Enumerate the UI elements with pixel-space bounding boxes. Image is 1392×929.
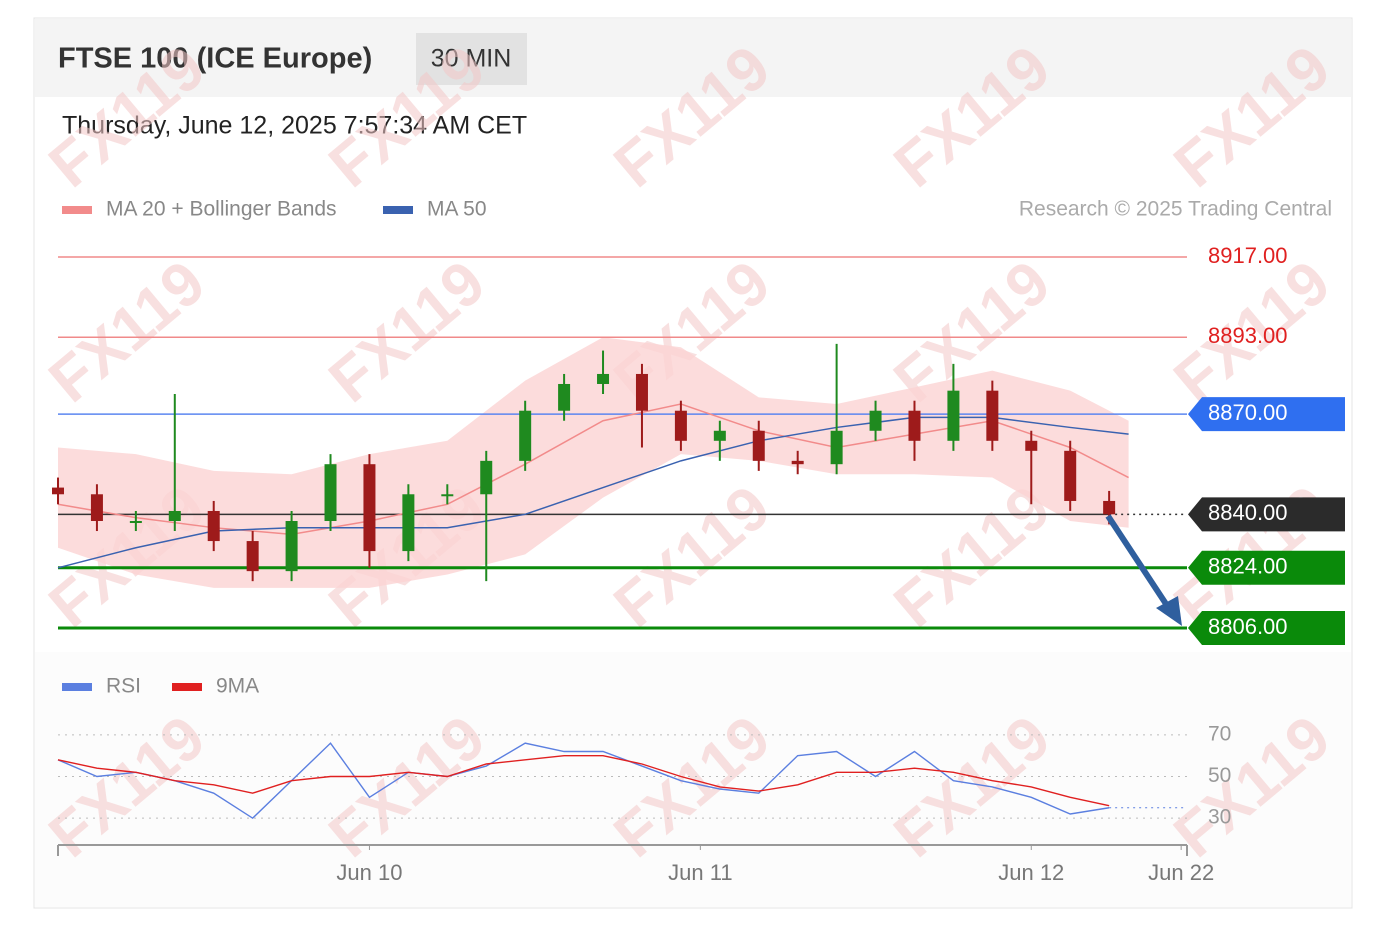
legend-swatch — [62, 683, 92, 691]
bollinger-band — [58, 337, 1129, 588]
candle-body — [986, 390, 999, 441]
forecast-arrowhead — [1156, 596, 1182, 626]
candle-body — [1025, 440, 1038, 451]
level-label: 8893.00 — [1208, 323, 1288, 348]
level-label: 8824.00 — [1208, 554, 1288, 579]
candle-body — [791, 460, 804, 465]
candle-body — [947, 390, 960, 441]
candle-body — [713, 430, 726, 441]
level-box — [1188, 397, 1345, 432]
x-tick-label: Jun 22 — [1148, 860, 1214, 885]
x-tick-label: Jun 11 — [668, 860, 732, 885]
timeframe: 30 MIN — [431, 45, 512, 73]
candle-body — [635, 373, 648, 411]
legend-swatch — [383, 206, 413, 214]
candle-body — [480, 460, 493, 495]
candle-body — [1064, 450, 1077, 501]
candle-body — [752, 430, 765, 461]
candle-body — [246, 541, 259, 572]
candle-body — [1103, 500, 1116, 515]
candle-body — [519, 410, 532, 461]
legend-swatch — [172, 683, 202, 691]
candle-body — [324, 464, 337, 522]
y-tick-label: 30 — [1208, 806, 1231, 829]
rsi-line — [57, 754, 1110, 807]
y-tick-label: 50 — [1208, 764, 1231, 787]
candle-body — [402, 494, 415, 552]
candle-body — [207, 510, 220, 542]
legend-label: MA 50 — [427, 198, 487, 221]
rsi-line — [57, 742, 1110, 820]
level-label: 8870.00 — [1208, 400, 1288, 425]
level-box — [1188, 610, 1345, 645]
legend-label: 9MA — [216, 675, 259, 698]
plot: MA 20 + Bollinger Bands MA 50 8917.00 8893.… — [52, 198, 1345, 885]
level-label: 8806.00 — [1208, 614, 1288, 639]
level-box — [1188, 550, 1345, 585]
header — [35, 19, 1351, 97]
candle-body — [52, 487, 64, 495]
credit: Research © 2025 Trading Central — [1019, 198, 1332, 221]
candle-body — [168, 510, 181, 522]
title: FTSE 100 (ICE Europe) — [58, 43, 372, 75]
level-box — [1188, 497, 1345, 532]
candle-body — [558, 383, 571, 411]
legend-swatch — [62, 206, 92, 214]
legend-label: MA 20 + Bollinger Bands — [106, 198, 337, 221]
level-label: 8917.00 — [1208, 243, 1288, 268]
candle-body — [674, 410, 687, 441]
candle-body — [90, 494, 103, 522]
candle-body — [363, 464, 376, 552]
candle-body — [441, 494, 454, 497]
y-tick-label: 70 — [1208, 722, 1231, 745]
level-label: 8840.00 — [1208, 500, 1288, 525]
candle-body — [285, 521, 298, 572]
legend-label: RSI — [106, 675, 141, 698]
x-tick-label: Jun 10 — [336, 860, 402, 885]
ma-line — [57, 416, 1129, 569]
candle-body — [129, 521, 142, 524]
timestamp: Thursday, June 12, 2025 7:57:34 AM CET — [62, 112, 527, 140]
x-tick-label: Jun 12 — [998, 860, 1064, 885]
candle-body — [869, 410, 882, 431]
forecast-arrow — [1105, 514, 1173, 612]
candle-body — [830, 430, 843, 465]
timeframe-box — [416, 33, 527, 85]
candle-body — [908, 410, 921, 441]
candle-body — [597, 373, 610, 384]
